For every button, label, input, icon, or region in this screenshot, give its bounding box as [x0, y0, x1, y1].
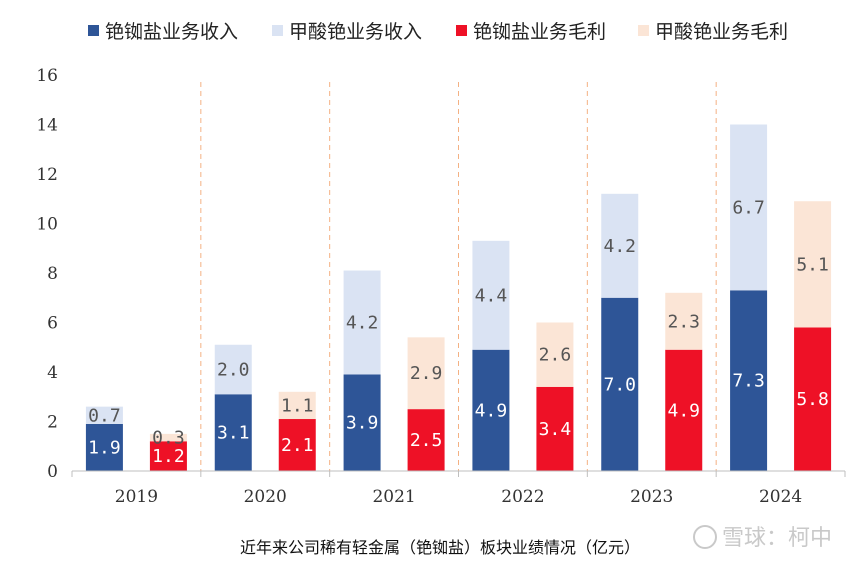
y-tick-label: 16 — [36, 66, 58, 86]
bar-segment — [794, 327, 832, 471]
x-axis: 2019 2020 2021 2022 2023 2024 — [71, 470, 846, 507]
y-tick-label: 14 — [36, 116, 58, 136]
data-label: 5.8 — [796, 389, 829, 410]
bar-segment — [536, 322, 574, 387]
x-tick-label: 2022 — [501, 487, 544, 507]
data-label: 4.2 — [603, 236, 636, 257]
x-tick-label: 2021 — [372, 487, 415, 507]
legend: 铯铷盐业务收入 甲酸铯业务收入 铯铷盐业务毛利 甲酸铯业务毛利 — [88, 21, 788, 43]
data-label: 3.9 — [346, 413, 379, 434]
x-tick-label: 2023 — [630, 487, 673, 507]
watermark-text: 雪球：柯中 — [722, 526, 832, 551]
data-label: 4.4 — [475, 285, 508, 306]
bar-segment — [343, 374, 381, 471]
bar-segment — [472, 240, 510, 350]
bar-segment — [601, 193, 639, 298]
y-tick-label: 0 — [47, 462, 58, 482]
bar-segment — [85, 423, 123, 471]
y-tick-label: 6 — [47, 314, 58, 334]
data-label: 6.7 — [732, 197, 765, 218]
y-tick-label: 12 — [36, 165, 58, 185]
data-label: 7.3 — [732, 371, 765, 392]
bar-segment — [730, 290, 768, 471]
legend-label: 甲酸铯业务收入 — [289, 21, 422, 43]
category-separators — [200, 82, 717, 471]
legend-label: 铯铷盐业务毛利 — [473, 21, 606, 43]
data-label: 7.0 — [603, 374, 636, 395]
data-label: 2.3 — [667, 311, 700, 332]
data-label: 0.3 — [152, 428, 185, 449]
watermark-logo-icon — [693, 525, 717, 549]
legend-swatch — [456, 25, 467, 36]
data-label: 4.9 — [475, 400, 508, 421]
data-label: 0.7 — [88, 405, 121, 426]
bar-segment — [601, 297, 639, 471]
watermark: 雪球：柯中 — [693, 525, 832, 551]
y-axis: 0 2 4 6 8 10 12 14 16 — [36, 66, 58, 482]
data-label: 1.1 — [281, 395, 314, 416]
bar-segment — [407, 337, 445, 410]
bar-segment — [472, 349, 510, 471]
legend-label: 铯铷盐业务收入 — [105, 21, 238, 43]
bar-segment — [794, 201, 832, 328]
bar-segment — [665, 349, 703, 471]
bar-segment — [665, 292, 703, 350]
bar-segment — [214, 344, 252, 395]
data-label: 4.2 — [346, 313, 379, 334]
y-tick-label: 8 — [47, 264, 58, 284]
bars — [85, 124, 832, 471]
bar-segment — [214, 394, 252, 471]
data-label: 5.1 — [796, 254, 829, 275]
data-label: 2.1 — [281, 435, 314, 456]
y-tick-label: 4 — [47, 363, 58, 383]
legend-swatch — [638, 25, 649, 36]
bar-segment — [278, 419, 316, 471]
y-tick-label: 2 — [47, 413, 58, 433]
bar-segment — [536, 386, 574, 471]
data-label: 1.9 — [88, 437, 121, 458]
data-label: 2.0 — [217, 360, 250, 381]
data-label: 2.9 — [410, 363, 443, 384]
bar-segment — [407, 409, 445, 471]
bar-segment — [149, 433, 187, 442]
data-label: 3.4 — [539, 419, 572, 440]
x-tick-label: 2024 — [759, 487, 802, 507]
x-tick-label: 2019 — [115, 487, 158, 507]
data-label: 2.6 — [539, 345, 572, 366]
data-label: 3.1 — [217, 423, 250, 444]
legend-swatch — [272, 25, 283, 36]
bar-segment — [278, 391, 316, 420]
data-label: 1.2 — [152, 446, 185, 467]
data-labels: 1.9 0.7 1.20.3 3.1 2.0 2.1 1.1 3.9 4.2 2.5 2.9 4.9 4… — [88, 197, 829, 467]
x-tick-label: 2020 — [244, 487, 287, 507]
legend-swatch — [88, 25, 99, 36]
bar-segment — [730, 124, 768, 291]
data-label: 2.5 — [410, 430, 443, 451]
chart-caption: 近年来公司稀有轻金属（铯铷盐）板块业绩情况（亿元） — [240, 538, 640, 557]
bar-segment — [85, 406, 123, 424]
legend-label: 甲酸铯业务毛利 — [655, 21, 788, 43]
data-label: 4.9 — [667, 400, 700, 421]
bar-segment — [149, 441, 187, 471]
y-tick-label: 10 — [36, 215, 58, 235]
bar-segment — [343, 270, 381, 375]
